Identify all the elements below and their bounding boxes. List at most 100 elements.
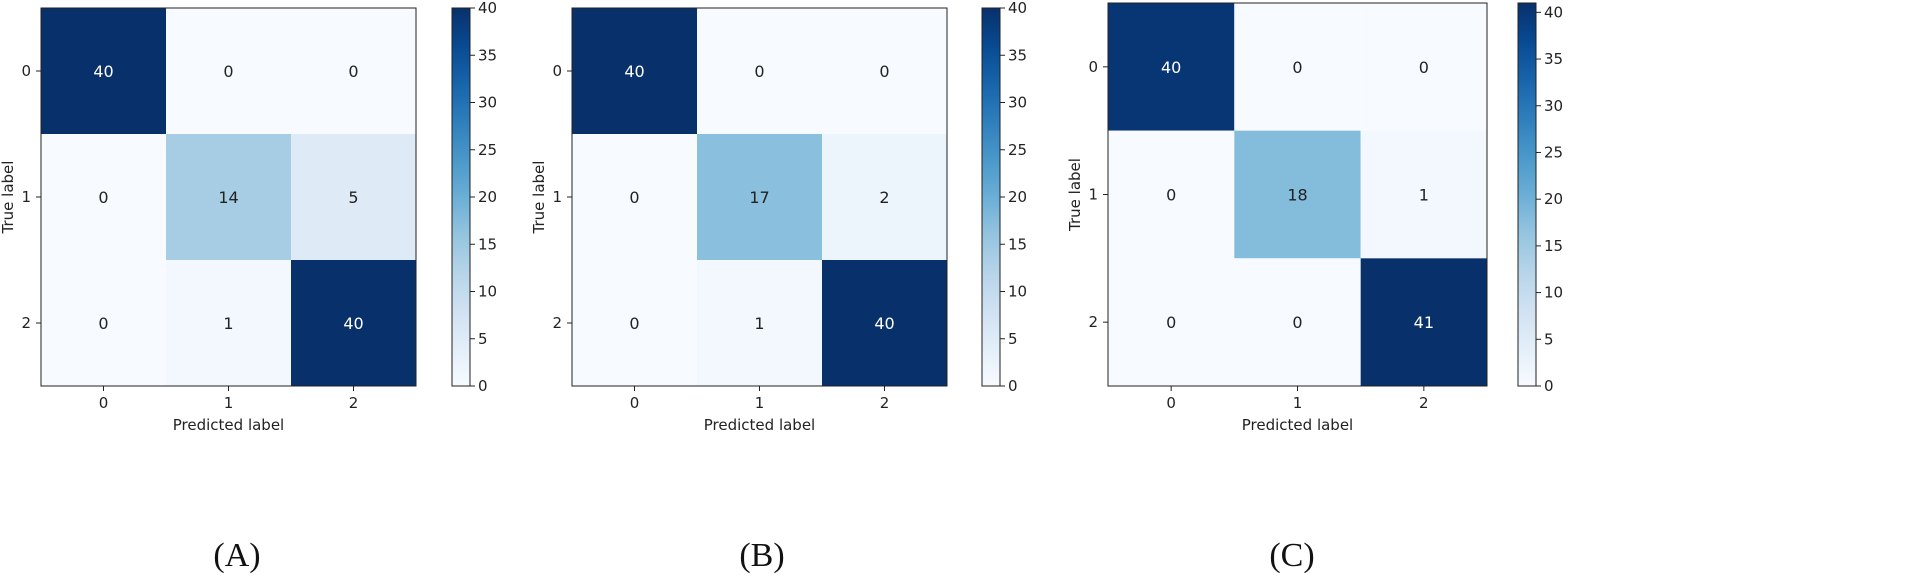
panel-caption: (B) xyxy=(739,537,784,574)
cell-value-label: 40 xyxy=(343,314,363,333)
heatmap-cell xyxy=(166,134,291,260)
cell-value-label: 0 xyxy=(1292,58,1302,77)
heatmap-cell xyxy=(1108,3,1235,131)
cell-value-label: 0 xyxy=(1166,186,1176,205)
heatmap-cell xyxy=(1234,3,1361,131)
colorbar-tick-label: 10 xyxy=(1008,283,1027,301)
y-tick-label: 1 xyxy=(1088,186,1098,204)
colorbar-tick-label: 15 xyxy=(1008,235,1027,253)
x-axis-label: Predicted label xyxy=(173,416,284,434)
x-tick-label: 1 xyxy=(224,394,234,412)
heatmap-cell xyxy=(41,8,166,134)
colorbar-tick-label: 40 xyxy=(1008,0,1027,17)
cell-value-label: 40 xyxy=(874,314,894,333)
cell-value-label: 1 xyxy=(1419,186,1429,205)
heatmap-cell xyxy=(697,134,822,260)
colorbar xyxy=(451,7,471,387)
y-axis-label: True label xyxy=(1066,158,1084,232)
colorbar-tick-label: 40 xyxy=(1544,3,1563,21)
heatmap-cell xyxy=(291,8,416,134)
cell-value-label: 0 xyxy=(1292,313,1302,332)
heatmap-cell xyxy=(697,260,822,386)
heatmap-cell xyxy=(1360,258,1487,386)
heatmap-cell xyxy=(822,8,947,134)
cell-value-label: 14 xyxy=(218,188,238,207)
heatmap-cell xyxy=(572,134,697,260)
x-tick-label: 1 xyxy=(755,394,765,412)
colorbar-tick-label: 40 xyxy=(478,0,497,17)
cell-value-label: 0 xyxy=(98,188,108,207)
heatmap-cell xyxy=(41,134,166,260)
colorbar-tick-label: 30 xyxy=(478,94,497,112)
x-tick-label: 0 xyxy=(1166,394,1176,412)
colorbar-tick-label: 20 xyxy=(478,188,497,206)
heatmap-cell xyxy=(291,260,416,386)
cell-value-label: 0 xyxy=(1419,58,1429,77)
colorbar-tick-label: 30 xyxy=(1008,94,1027,112)
x-tick-label: 0 xyxy=(99,394,109,412)
x-tick-label: 1 xyxy=(1293,394,1303,412)
y-tick-label: 0 xyxy=(552,62,562,80)
cell-value-label: 2 xyxy=(879,188,889,207)
colorbar-tick-label: 25 xyxy=(478,141,497,159)
colorbar-tick-label: 10 xyxy=(1544,284,1563,302)
cell-value-label: 0 xyxy=(1166,313,1176,332)
heatmap-cell xyxy=(1360,3,1487,131)
heatmap-cell xyxy=(697,8,822,134)
heatmap-cell xyxy=(291,134,416,260)
heatmap-cell xyxy=(822,134,947,260)
cell-value-label: 40 xyxy=(624,62,644,81)
cell-value-label: 17 xyxy=(749,188,769,207)
cell-value-label: 40 xyxy=(93,62,113,81)
colorbar-tick-label: 0 xyxy=(1544,377,1554,395)
heatmap-cell xyxy=(1234,258,1361,386)
colorbar-tick-label: 30 xyxy=(1544,97,1563,115)
y-tick-label: 0 xyxy=(21,62,31,80)
cell-value-label: 0 xyxy=(629,314,639,333)
cell-value-label: 0 xyxy=(754,62,764,81)
y-tick-label: 2 xyxy=(21,314,31,332)
colorbar xyxy=(1517,2,1537,387)
heatmap-cell xyxy=(41,260,166,386)
colorbar xyxy=(981,7,1001,387)
colorbar-tick-label: 25 xyxy=(1544,143,1563,161)
cell-value-label: 0 xyxy=(98,314,108,333)
y-tick-label: 2 xyxy=(1088,313,1098,331)
x-axis-label: Predicted label xyxy=(1242,416,1353,434)
x-tick-label: 2 xyxy=(1419,394,1429,412)
cell-value-label: 0 xyxy=(629,188,639,207)
heatmap-cell xyxy=(572,260,697,386)
cell-value-label: 40 xyxy=(1161,58,1181,77)
colorbar-tick-label: 25 xyxy=(1008,141,1027,159)
colorbar-tick-label: 35 xyxy=(478,46,497,64)
heatmap-cell xyxy=(1108,130,1235,259)
cell-value-label: 1 xyxy=(754,314,764,333)
colorbar-tick-label: 35 xyxy=(1544,50,1563,68)
colorbar-tick-label: 35 xyxy=(1008,46,1027,64)
heatmap-cell xyxy=(1108,258,1235,386)
colorbar-tick-label: 5 xyxy=(1544,330,1554,348)
x-tick-label: 2 xyxy=(349,394,359,412)
cell-value-label: 0 xyxy=(223,62,233,81)
colorbar-tick-label: 10 xyxy=(478,283,497,301)
heatmap-cell xyxy=(166,260,291,386)
cell-value-label: 18 xyxy=(1287,186,1307,205)
y-tick-label: 1 xyxy=(552,188,562,206)
colorbar-tick-label: 5 xyxy=(1008,330,1018,348)
colorbar-tick-label: 5 xyxy=(478,330,488,348)
x-axis-label: Predicted label xyxy=(704,416,815,434)
panel-caption: (A) xyxy=(213,537,260,574)
cell-value-label: 41 xyxy=(1414,313,1434,332)
colorbar-tick-label: 15 xyxy=(478,235,497,253)
cell-value-label: 5 xyxy=(348,188,358,207)
heatmap-cell xyxy=(572,8,697,134)
y-tick-label: 2 xyxy=(552,314,562,332)
x-tick-label: 2 xyxy=(880,394,890,412)
colorbar-tick-label: 20 xyxy=(1544,190,1563,208)
y-axis-label: True label xyxy=(530,161,548,235)
heatmap-cell xyxy=(822,260,947,386)
